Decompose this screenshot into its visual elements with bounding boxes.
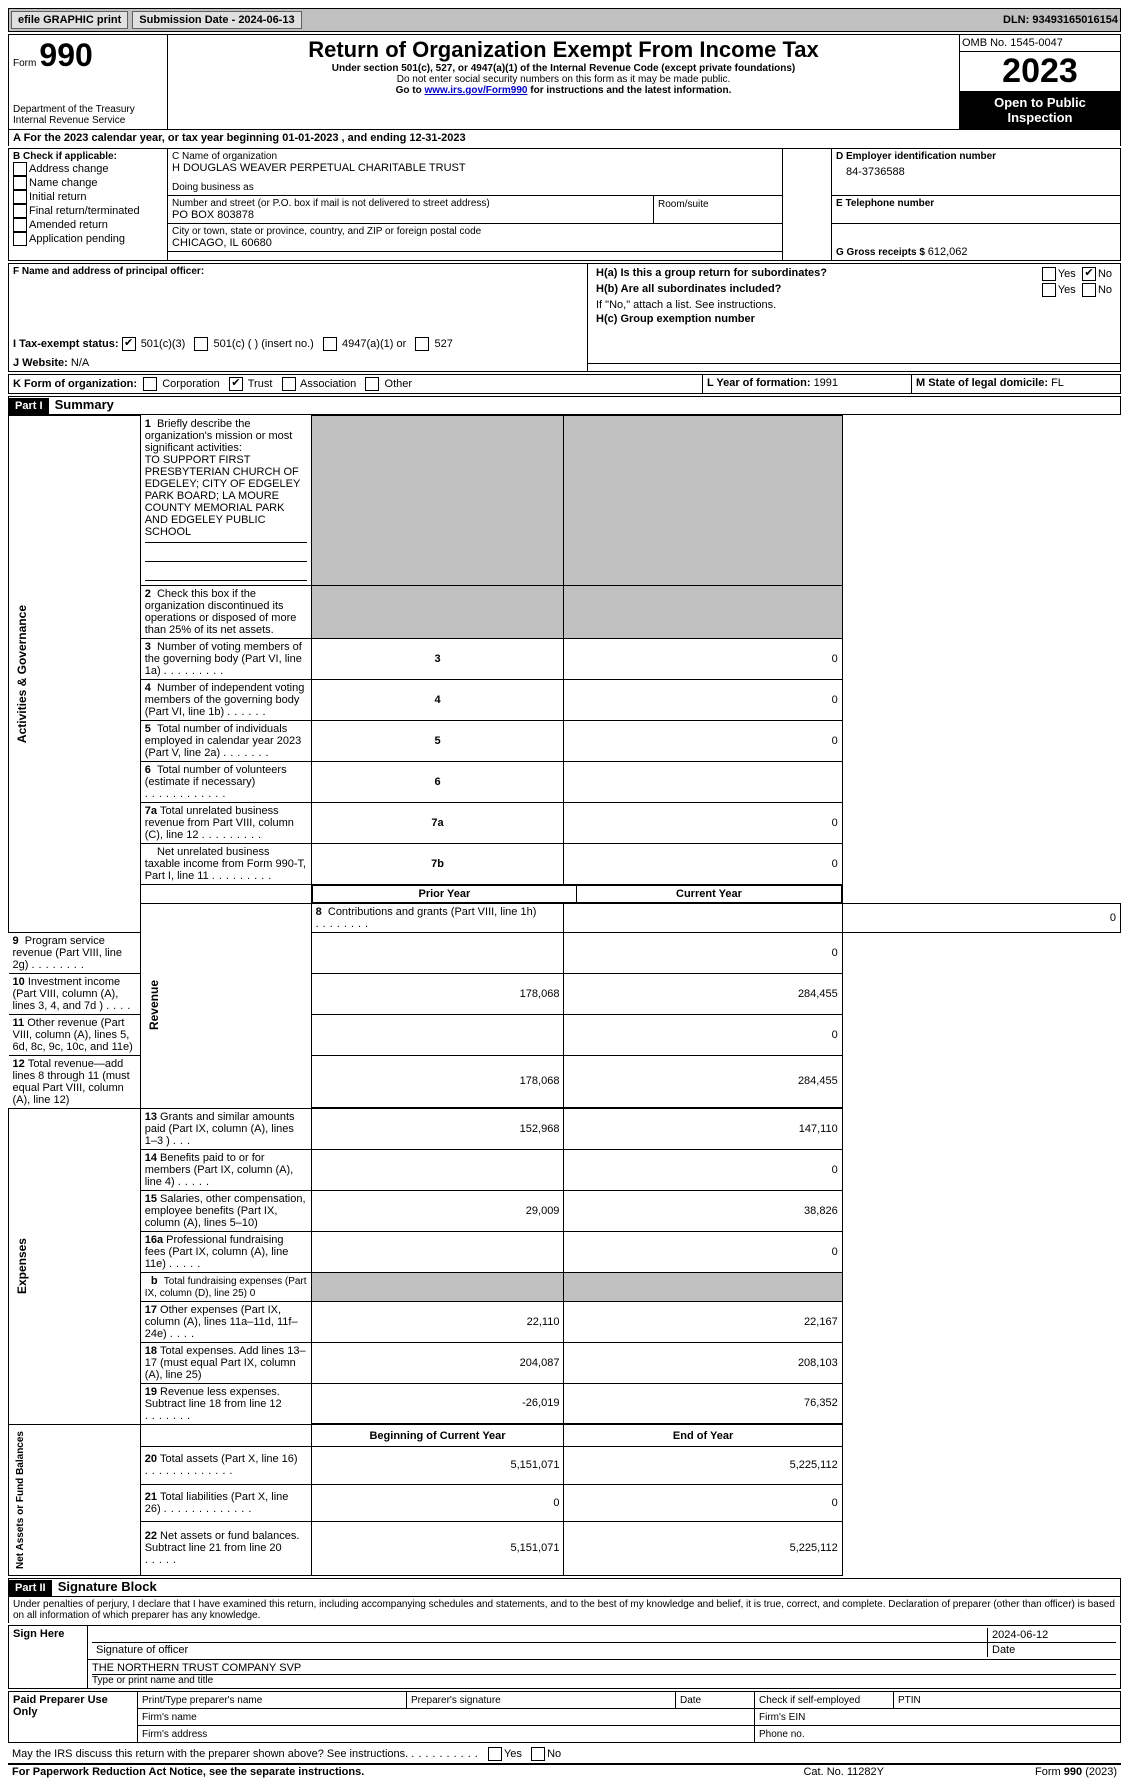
paid-preparer: Paid Preparer Use Only (9, 1691, 138, 1742)
footer: May the IRS discuss this return with the… (8, 1745, 1121, 1765)
form-footer: Form 990 (2023) (935, 1765, 1121, 1779)
street: PO BOX 803878 (172, 209, 649, 221)
current-year-hdr: Current Year (577, 885, 842, 902)
dln: DLN: 93493165016154 (1003, 14, 1118, 26)
b-label: B Check if applicable: (13, 151, 163, 162)
b-opt-final: Final return/terminated (13, 204, 163, 218)
cat-no: Cat. No. 11282Y (752, 1765, 935, 1779)
section-exp: Expenses (13, 1234, 31, 1298)
form-subtitle-3: Go to www.irs.gov/Form990 for instructio… (172, 85, 955, 96)
form-subtitle-2: Do not enter social security numbers on … (172, 74, 955, 85)
form-990: 990 (39, 37, 92, 73)
open-inspection: Open to Public Inspection (960, 91, 1120, 129)
v6 (564, 761, 842, 802)
efile-button[interactable]: efile GRAPHIC print (11, 11, 128, 29)
gross-receipts: 612,062 (928, 246, 968, 258)
h-b-note: If "No," attach a list. See instructions… (592, 298, 1116, 312)
paperwork: For Paperwork Reduction Act Notice, see … (8, 1765, 752, 1779)
part2-title: Signature Block (58, 1579, 157, 1594)
e-label: E Telephone number (836, 198, 1116, 209)
form-header: Form 990 Department of the Treasury Inte… (8, 34, 1121, 130)
tax-year: 2023 (960, 52, 1120, 91)
d-label: D Employer identification number (836, 151, 1116, 162)
chk-501c3: ✔ (122, 337, 136, 351)
h-c-label: H(c) Group exemption number (592, 312, 1116, 326)
b-opt-name: Name change (13, 176, 163, 190)
dept-treasury: Department of the Treasury Internal Reve… (13, 104, 163, 126)
g-label: G Gross receipts $ (836, 247, 928, 258)
v5: 0 (564, 720, 842, 761)
h-a-label: H(a) Is this a group return for subordin… (592, 266, 840, 282)
i-row: I Tax-exempt status: ✔ 501(c)(3) 501(c) … (13, 337, 583, 351)
part1-num: Part I (9, 398, 49, 414)
sign-here: Sign Here (9, 1625, 88, 1688)
paid-preparer-table: Paid Preparer Use Only Print/Type prepar… (8, 1691, 1121, 1743)
mission: TO SUPPORT FIRST PRESBYTERIAN CHURCH OF … (145, 454, 300, 538)
boy-hdr: Beginning of Current Year (311, 1424, 564, 1447)
h-a-yn: Yes ✔No (840, 266, 1116, 282)
street-label: Number and street (or P.O. box if mail i… (172, 198, 649, 209)
dba-label: Doing business as (172, 182, 778, 193)
section-na: Net Assets or Fund Balances (13, 1427, 28, 1573)
ein: 84-3736588 (836, 162, 1116, 182)
form-subtitle-1: Under section 501(c), 527, or 4947(a)(1)… (172, 63, 955, 74)
irs-link[interactable]: www.irs.gov/Form990 (424, 85, 527, 96)
v3: 0 (564, 638, 842, 679)
prior-year-hdr: Prior Year (312, 885, 577, 902)
v7b: 0 (564, 843, 842, 884)
room-label: Room/suite (658, 199, 709, 210)
b-opt-initial: Initial return (13, 190, 163, 204)
v7a: 0 (564, 802, 842, 843)
line-a: A For the 2023 calendar year, or tax yea… (8, 130, 1121, 146)
eoy-hdr: End of Year (564, 1424, 842, 1447)
b-opt-pending: Application pending (13, 232, 163, 246)
officer-name: THE NORTHERN TRUST COMPANY SVP (92, 1662, 1116, 1675)
f-label: F Name and address of principal officer: (13, 266, 583, 277)
sign-here-table: Sign Here 2024-06-12 Signature of office… (8, 1625, 1121, 1689)
h-b-label: H(b) Are all subordinates included? (592, 282, 840, 298)
h-b-yn: Yes No (840, 282, 1116, 298)
chk-trust: ✔ (229, 377, 243, 391)
v4: 0 (564, 679, 842, 720)
city-label: City or town, state or province, country… (172, 226, 778, 237)
part2-num: Part II (9, 1580, 52, 1596)
header-grid: B Check if applicable: Address change Na… (8, 148, 1121, 261)
form-word: Form (13, 58, 36, 69)
part1-title: Summary (55, 397, 114, 412)
part1-table: Activities & Governance 1 Briefly descri… (8, 415, 1121, 1576)
klm-row: K Form of organization: Corporation ✔ Tr… (8, 374, 1121, 394)
submission-date: Submission Date - 2024-06-13 (132, 11, 301, 29)
j-row: J Website: N/A (13, 357, 583, 369)
org-name: H DOUGLAS WEAVER PERPETUAL CHARITABLE TR… (172, 162, 778, 174)
top-bar: efile GRAPHIC print Submission Date - 20… (8, 8, 1121, 32)
form-title: Return of Organization Exempt From Incom… (172, 37, 955, 63)
b-opt-address: Address change (13, 162, 163, 176)
fhij-grid: F Name and address of principal officer:… (8, 263, 1121, 372)
city: CHICAGO, IL 60680 (172, 237, 778, 249)
b-opt-amended: Amended return (13, 218, 163, 232)
section-rev: Revenue (145, 976, 163, 1034)
omb: OMB No. 1545-0047 (960, 35, 1120, 52)
k-label: K Form of organization: (13, 378, 137, 390)
perjury: Under penalties of perjury, I declare th… (8, 1597, 1121, 1623)
section-ag: Activities & Governance (13, 601, 31, 747)
c-name-label: C Name of organization (172, 151, 778, 162)
